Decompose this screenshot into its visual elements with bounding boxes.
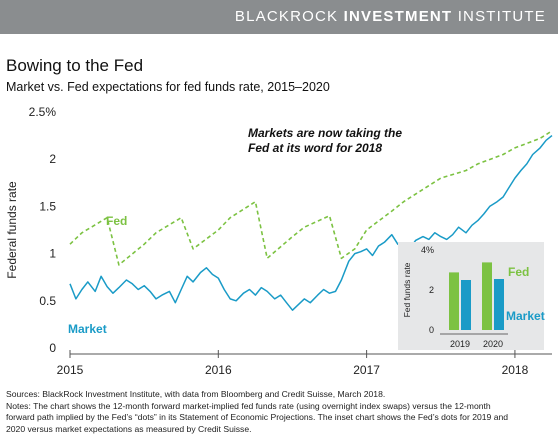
fed-series-line [69,130,553,266]
inset-y-tick-label: 4% [421,245,434,255]
y-tick-label: 2.5% [29,105,57,119]
annotation-line-2: Fed at its word for 2018 [248,141,382,155]
market-series-label: Market [68,322,107,336]
y-axis-label: Federal funds rate [5,181,19,279]
x-tick-label: 2017 [353,363,380,377]
x-tick-label: 2015 [57,363,84,377]
sources-text: Sources: BlackRock Investment Institute,… [6,389,386,399]
inset-fed-bar [449,272,459,330]
brand-bold-text: INVESTMENT [343,8,453,25]
brand-light-text: BLACKROCK [234,8,339,25]
inset-x-tick-label: 2019 [450,339,470,349]
y-tick-label: 0.5 [39,294,56,308]
inset-fed-label: Fed [508,265,529,279]
header-bar: BLACKROCK INVESTMENT INSTITUTE [0,0,558,34]
y-tick-label: 1.5 [39,199,56,213]
x-tick-label: 2018 [502,363,529,377]
notes-line-2: forward path implied by the Fed’s “dots”… [6,412,509,422]
y-tick-label: 2 [49,152,56,166]
y-tick-label: 0 [49,341,56,355]
inset-fed-bar [482,262,492,330]
brand-logo: BLACKROCK INVESTMENT INSTITUTE [235,8,546,25]
market-series-line [69,135,553,311]
brand-end-text: INSTITUTE [457,8,546,25]
inset-x-tick-label: 2020 [483,339,503,349]
notes-line-1: Notes: The chart shows the 12-month forw… [6,400,491,411]
x-tick-label: 2016 [205,363,232,377]
inset-market-bar [461,280,471,330]
y-tick-label: 1 [49,247,56,261]
fed-series-label: Fed [106,214,127,228]
annotation-line-1: Markets are now taking the [248,126,402,140]
chart-notes: Sources: BlackRock Investment Institute,… [6,389,554,435]
notes-line-3: 2020 versus market expectations as measu… [6,423,252,434]
inset-y-tick-label: 2 [429,285,434,295]
chart-title: Bowing to the Fed [6,56,144,75]
inset-market-bar [494,279,504,330]
inset-y-tick-label: 0 [429,325,434,335]
inset-market-label: Market [506,309,545,323]
inset-y-axis-label: Fed funds rate [402,262,412,317]
chart-subtitle: Market vs. Fed expectations for fed fund… [6,80,330,94]
